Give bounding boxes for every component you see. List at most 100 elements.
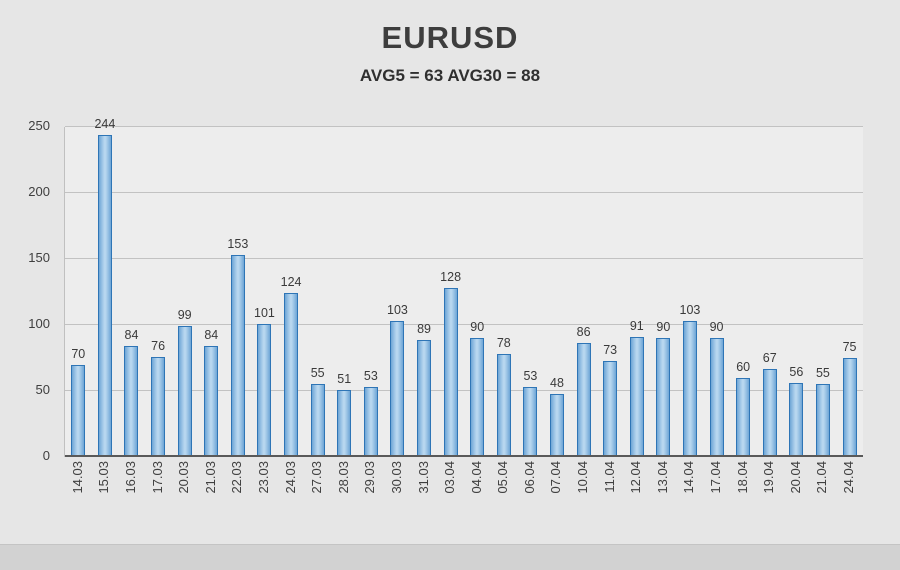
- x-tick-label: 07.04: [548, 461, 564, 494]
- x-tick-slot: 23.03: [250, 461, 277, 527]
- x-tick-label: 24.03: [282, 461, 298, 494]
- bar-value-label: 75: [842, 340, 857, 354]
- bar-value-label: 84: [124, 328, 139, 343]
- bar: [656, 338, 671, 457]
- bar-value-label: 99: [177, 308, 192, 323]
- bar-slot: 56: [783, 127, 810, 457]
- x-tick-slot: 19.04: [755, 461, 782, 527]
- y-axis: 0 50 100 150 200 250: [10, 118, 56, 463]
- bar-slot: 244: [92, 117, 119, 457]
- x-tick-label: 05.04: [495, 461, 511, 494]
- bar: [124, 346, 139, 457]
- bar-slot: 60: [730, 127, 757, 457]
- x-tick-label: 27.03: [309, 461, 325, 494]
- x-tick-label: 17.03: [149, 461, 165, 494]
- x-tick-label: 18.04: [734, 461, 750, 494]
- bar-value-label: 70: [71, 346, 86, 361]
- x-tick-label: 14.04: [681, 461, 697, 494]
- bar: [257, 323, 272, 457]
- bar-slot: 76: [145, 127, 172, 457]
- x-tick-label: 20.03: [176, 461, 192, 494]
- bar-slot: 78: [491, 127, 518, 457]
- bar-value-label: 103: [679, 303, 701, 318]
- chart-subtitle: AVG5 = 63 AVG30 = 88: [359, 66, 541, 85]
- bar: [363, 387, 378, 457]
- bar-slot: 84: [198, 127, 225, 457]
- bar-slot: 90: [650, 127, 677, 457]
- bar-value-label: 153: [227, 237, 249, 252]
- y-tick-label: 0: [42, 448, 50, 463]
- x-tick-slot: 20.04: [782, 461, 809, 527]
- bar-slot: 73: [597, 127, 624, 457]
- bar-value-label: 56: [789, 365, 804, 380]
- x-tick-slot: 30.03: [383, 461, 410, 527]
- x-tick-slot: 27.03: [303, 461, 330, 527]
- bottom-strip: [0, 544, 900, 570]
- x-tick-slot: 13.04: [649, 461, 676, 527]
- gridline: [65, 258, 863, 259]
- x-tick-slot: 05.04: [490, 461, 517, 527]
- x-tick-slot: 10.04: [569, 461, 596, 527]
- bar: [177, 326, 192, 457]
- bar-slot: 124: [278, 127, 305, 457]
- bar: [815, 384, 830, 457]
- bar-value-label: 51: [337, 371, 352, 386]
- x-tick-label: 24.04: [841, 461, 857, 494]
- bar-slot: 75: [836, 127, 863, 457]
- bar-value-label: 101: [254, 305, 275, 320]
- bar-slot: 103: [677, 127, 704, 457]
- bar: [549, 393, 564, 457]
- x-tick-label: 16.03: [122, 461, 138, 494]
- bar-value-label: 48: [550, 375, 564, 390]
- y-tick-label: 50: [35, 382, 50, 397]
- bar: [337, 389, 352, 457]
- x-tick-slot: 28.03: [330, 461, 357, 527]
- bar-slot: 90: [464, 127, 491, 457]
- x-tick-slot: 17.04: [702, 461, 729, 527]
- x-tick-label: 12.04: [628, 461, 644, 494]
- bar: [284, 293, 299, 457]
- bar-slot: 70: [65, 127, 92, 457]
- x-tick-slot: 15.03: [91, 461, 118, 527]
- x-tick-label: 28.03: [335, 461, 351, 494]
- x-tick-label: 20.04: [787, 461, 803, 494]
- bar-value-label: 55: [310, 366, 325, 381]
- bar-value-label: 84: [204, 328, 219, 343]
- x-tick-label: 29.03: [362, 461, 378, 494]
- bar: [762, 368, 777, 457]
- x-tick-slot: 17.03: [144, 461, 171, 527]
- bar: [736, 377, 751, 457]
- bar: [576, 343, 591, 457]
- bar-value-label: 244: [94, 116, 116, 131]
- bar: [310, 384, 325, 457]
- bar: [443, 288, 458, 457]
- bar: [496, 354, 511, 457]
- y-tick-label: 150: [28, 250, 50, 265]
- x-tick-label: 10.04: [575, 461, 591, 494]
- x-tick-label: 14.03: [69, 461, 85, 494]
- x-tick-slot: 31.03: [410, 461, 437, 527]
- gridline: [65, 324, 863, 325]
- x-tick-slot: 12.04: [622, 461, 649, 527]
- bar-slot: 55: [810, 127, 837, 457]
- bar: [230, 255, 245, 457]
- x-tick-label: 21.04: [814, 461, 830, 494]
- bar: [709, 338, 724, 457]
- bar-value-label: 90: [656, 320, 671, 335]
- bar-slot: 128: [437, 127, 464, 457]
- x-tick-label: 31.03: [415, 461, 431, 494]
- x-tick-slot: 22.03: [224, 461, 251, 527]
- x-axis: 14.03 15.03 16.03 17.03 20.03 21.03 22.03 23.03…: [64, 461, 862, 527]
- x-tick-slot: 04.04: [463, 461, 490, 527]
- bar-value-label: 103: [386, 303, 408, 318]
- x-tick-slot: 21.04: [809, 461, 836, 527]
- x-tick-label: 17.04: [708, 461, 724, 494]
- bar-slot: 53: [358, 127, 385, 457]
- x-tick-label: 13.04: [654, 461, 670, 494]
- bar-value-label: 128: [440, 270, 462, 285]
- gridline: [65, 192, 863, 193]
- bar: [204, 346, 219, 457]
- bar: [151, 356, 166, 457]
- gridline: [65, 126, 863, 127]
- bar-slot: 153: [225, 127, 252, 457]
